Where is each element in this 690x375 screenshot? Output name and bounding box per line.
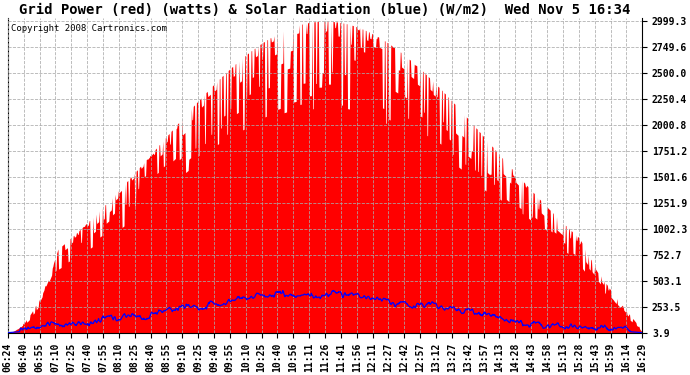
Text: Copyright 2008 Cartronics.com: Copyright 2008 Cartronics.com <box>11 24 167 33</box>
Title: Grid Power (red) (watts) & Solar Radiation (blue) (W/m2)  Wed Nov 5 16:34: Grid Power (red) (watts) & Solar Radiati… <box>19 3 631 17</box>
